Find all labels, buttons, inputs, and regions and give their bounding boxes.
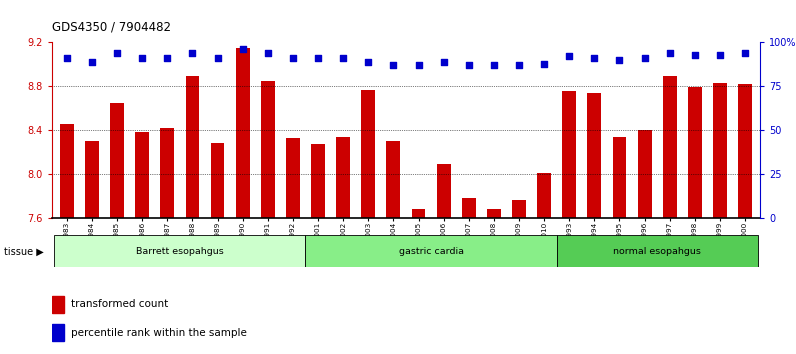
Point: [387, 62, 400, 68]
Text: normal esopahgus: normal esopahgus: [613, 247, 701, 256]
Text: Barrett esopahgus: Barrett esopahgus: [136, 247, 224, 256]
Point: [563, 54, 576, 59]
Text: tissue ▶: tissue ▶: [4, 246, 44, 256]
Bar: [663, 76, 677, 218]
Bar: [236, 48, 250, 218]
Point: [312, 56, 325, 61]
Point: [689, 52, 701, 58]
Bar: [556, 235, 758, 267]
Point: [85, 59, 98, 64]
Point: [412, 62, 425, 68]
Point: [538, 61, 551, 66]
Point: [261, 50, 274, 56]
Point: [513, 62, 525, 68]
Bar: [512, 200, 526, 218]
Text: gastric cardia: gastric cardia: [399, 247, 463, 256]
Text: percentile rank within the sample: percentile rank within the sample: [71, 328, 247, 338]
Bar: [487, 209, 501, 218]
Bar: [387, 141, 400, 218]
Point: [211, 56, 224, 61]
Bar: [306, 235, 556, 267]
Text: transformed count: transformed count: [71, 299, 169, 309]
Bar: [336, 137, 350, 218]
Bar: [688, 87, 702, 218]
Bar: [311, 144, 325, 218]
Point: [663, 50, 676, 56]
Point: [487, 62, 500, 68]
Bar: [613, 137, 626, 218]
Bar: [587, 93, 601, 218]
Point: [739, 50, 751, 56]
Bar: [412, 209, 425, 218]
Bar: [638, 130, 652, 218]
Bar: [85, 141, 99, 218]
Bar: [713, 83, 727, 218]
Point: [60, 56, 73, 61]
Point: [613, 57, 626, 63]
Bar: [286, 138, 300, 218]
Bar: [52, 296, 64, 313]
Point: [437, 59, 450, 64]
Bar: [562, 91, 576, 218]
Point: [588, 56, 601, 61]
Point: [714, 52, 727, 58]
Point: [161, 56, 174, 61]
Point: [337, 56, 349, 61]
Bar: [462, 198, 476, 218]
Bar: [537, 173, 551, 218]
Point: [136, 56, 149, 61]
Bar: [160, 128, 174, 218]
Point: [111, 50, 123, 56]
Bar: [738, 84, 752, 218]
Bar: [185, 76, 199, 218]
Bar: [135, 132, 149, 218]
Text: GDS4350 / 7904482: GDS4350 / 7904482: [52, 21, 170, 34]
Point: [638, 56, 651, 61]
Bar: [54, 235, 306, 267]
Point: [362, 59, 375, 64]
Bar: [437, 164, 451, 218]
Bar: [110, 103, 124, 218]
Point: [287, 56, 299, 61]
Point: [462, 62, 475, 68]
Point: [236, 47, 249, 52]
Bar: [361, 90, 375, 218]
Bar: [60, 124, 74, 218]
Bar: [261, 81, 275, 218]
Bar: [211, 143, 224, 218]
Point: [186, 50, 199, 56]
Bar: [52, 324, 64, 341]
